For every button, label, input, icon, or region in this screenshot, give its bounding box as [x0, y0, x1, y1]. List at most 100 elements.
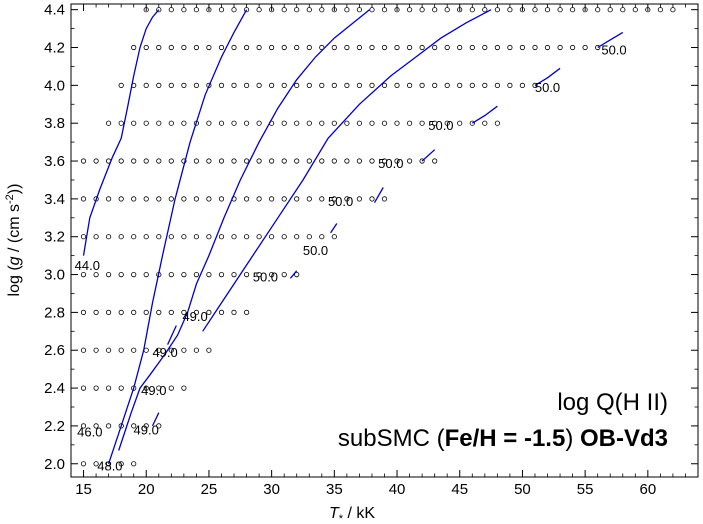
y-tick-label: 3.8 [44, 115, 65, 132]
y-axis-suffix: )) [6, 184, 23, 195]
model-marker [206, 271, 212, 278]
model-marker [432, 44, 438, 51]
model-marker [143, 196, 149, 202]
model-marker [569, 7, 576, 13]
model-marker [193, 347, 199, 353]
model-marker [319, 234, 325, 240]
model-marker [256, 82, 262, 89]
model-marker [394, 82, 400, 89]
contour-label: 50.0 [601, 42, 626, 57]
model-marker [369, 7, 375, 13]
model-marker [469, 82, 475, 89]
y-tick-label: 2.6 [44, 342, 65, 359]
model-marker [218, 82, 225, 89]
model-marker [419, 158, 425, 164]
model-marker [156, 309, 162, 315]
model-marker [143, 309, 149, 315]
model-marker [106, 120, 112, 126]
model-marker [595, 44, 601, 51]
model-marker [206, 44, 212, 51]
model-marker [319, 7, 325, 13]
model-marker [419, 44, 425, 51]
subtitle-metallicity: Fe/H = -1.5 [445, 425, 566, 452]
model-marker [406, 7, 413, 13]
y-tick-label: 2.2 [44, 418, 65, 435]
model-marker [381, 7, 388, 13]
contour-label: 44.0 [75, 258, 100, 273]
model-marker [156, 423, 162, 429]
model-marker [406, 82, 413, 89]
model-marker [331, 82, 337, 89]
y-tick-label: 3.4 [44, 191, 65, 208]
model-marker [143, 120, 149, 126]
model-marker [168, 309, 174, 315]
model-marker [394, 120, 400, 126]
contour-line-4 [167, 325, 177, 345]
model-marker [482, 7, 488, 13]
model-marker [268, 158, 275, 164]
model-marker [131, 234, 137, 240]
model-marker [457, 120, 463, 126]
contour-line-6 [289, 270, 298, 279]
contour-label: 50.0 [328, 194, 353, 209]
model-marker [244, 271, 250, 278]
model-marker [319, 196, 325, 202]
x-tick-label: 60 [639, 481, 656, 498]
model-marker [218, 7, 225, 13]
model-marker [369, 120, 375, 126]
model-marker [193, 271, 199, 278]
model-marker [306, 44, 312, 51]
model-marker [582, 44, 588, 51]
x-tick-label: 15 [75, 481, 92, 498]
model-marker [381, 120, 388, 126]
y-axis-unit: / (cm s [6, 204, 23, 256]
model-marker [106, 309, 112, 315]
model-marker [306, 196, 312, 202]
model-marker [369, 82, 375, 89]
model-marker [193, 158, 199, 164]
model-marker [206, 158, 212, 164]
model-marker [131, 309, 137, 315]
model-marker [93, 423, 99, 429]
y-tick-label: 2.4 [44, 380, 65, 397]
model-marker [444, 7, 450, 13]
model-marker [218, 120, 225, 126]
model-marker [118, 347, 124, 353]
model-marker [168, 44, 174, 51]
model-marker [131, 44, 137, 51]
model-marker [394, 44, 400, 51]
model-marker [319, 120, 325, 126]
model-marker [218, 196, 225, 202]
x-axis-label: T* / kK [329, 505, 375, 524]
contour-line-12 [597, 31, 624, 49]
model-marker [432, 120, 438, 126]
model-marker [356, 82, 362, 89]
model-marker [507, 7, 513, 13]
model-marker [256, 120, 262, 126]
model-marker [256, 44, 262, 51]
model-marker [306, 158, 312, 164]
model-marker [143, 385, 149, 391]
model-marker [143, 82, 149, 89]
model-marker [118, 82, 124, 89]
model-marker [557, 44, 563, 51]
model-marker [168, 196, 174, 202]
model-marker [268, 196, 275, 202]
chart-subtitle: subSMC (Fe/H = -1.5) OB-Vd3 [338, 425, 668, 452]
model-marker [118, 120, 124, 126]
y-tick-label: 2.8 [44, 304, 65, 321]
model-marker [268, 44, 275, 51]
model-marker [356, 196, 362, 202]
y-tick-label: 2.0 [44, 456, 65, 473]
model-marker [193, 234, 199, 240]
contour-label: 50.0 [428, 118, 453, 133]
model-marker [244, 82, 250, 89]
model-marker [181, 82, 187, 89]
x-tick-label: 45 [451, 481, 468, 498]
model-marker [156, 347, 162, 353]
y-axis-label: log (g / (cm s-2)) [4, 184, 23, 297]
model-marker [294, 234, 300, 240]
model-marker [131, 347, 137, 353]
model-marker [369, 196, 375, 202]
model-marker [106, 234, 112, 240]
